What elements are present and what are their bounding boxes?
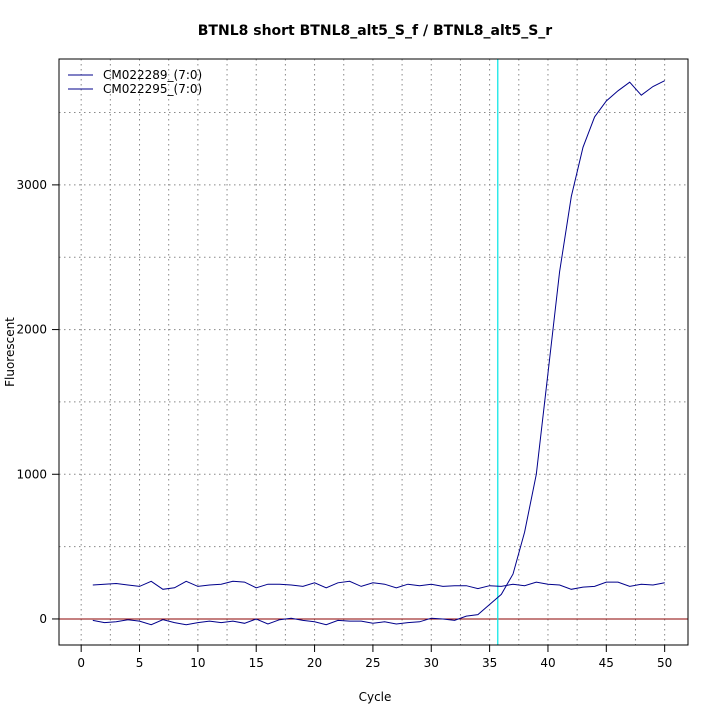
x-tick-label: 0 [77, 656, 85, 670]
legend: CM022289_(7:0)CM022295_(7:0) [68, 68, 202, 96]
series-line-2 [92, 580, 665, 590]
chart-title: BTNL8 short BTNL8_alt5_S_f / BTNL8_alt5_… [198, 23, 553, 39]
y-tick-label: 3000 [16, 178, 47, 192]
y-tick-label: 2000 [16, 323, 47, 337]
x-tick-label: 50 [657, 656, 672, 670]
series-layer [92, 80, 665, 626]
legend-label-2: CM022295_(7:0) [103, 82, 202, 96]
legend-label-1: CM022289_(7:0) [103, 68, 202, 82]
x-tick-label: 15 [249, 656, 264, 670]
grid [59, 59, 688, 645]
reference-lines [59, 59, 688, 645]
x-tick-label: 30 [424, 656, 439, 670]
x-tick-label: 25 [365, 656, 380, 670]
x-tick-label: 40 [540, 656, 555, 670]
plot-frame [58, 58, 689, 646]
x-axis-label: Cycle [359, 690, 392, 704]
x-axis: 0 5 10 15 20 25 30 35 40 45 50 [77, 644, 672, 670]
series-line-1 [92, 80, 665, 626]
x-tick-label: 20 [307, 656, 322, 670]
x-tick-label: 5 [136, 656, 144, 670]
y-tick-label: 1000 [16, 467, 47, 481]
y-axis-label: Fluorescent [3, 317, 17, 387]
x-tick-label: 10 [190, 656, 205, 670]
y-tick-label: 0 [39, 612, 47, 626]
y-axis: 0 1000 2000 3000 [16, 178, 60, 626]
x-tick-label: 45 [599, 656, 614, 670]
x-tick-label: 35 [482, 656, 497, 670]
